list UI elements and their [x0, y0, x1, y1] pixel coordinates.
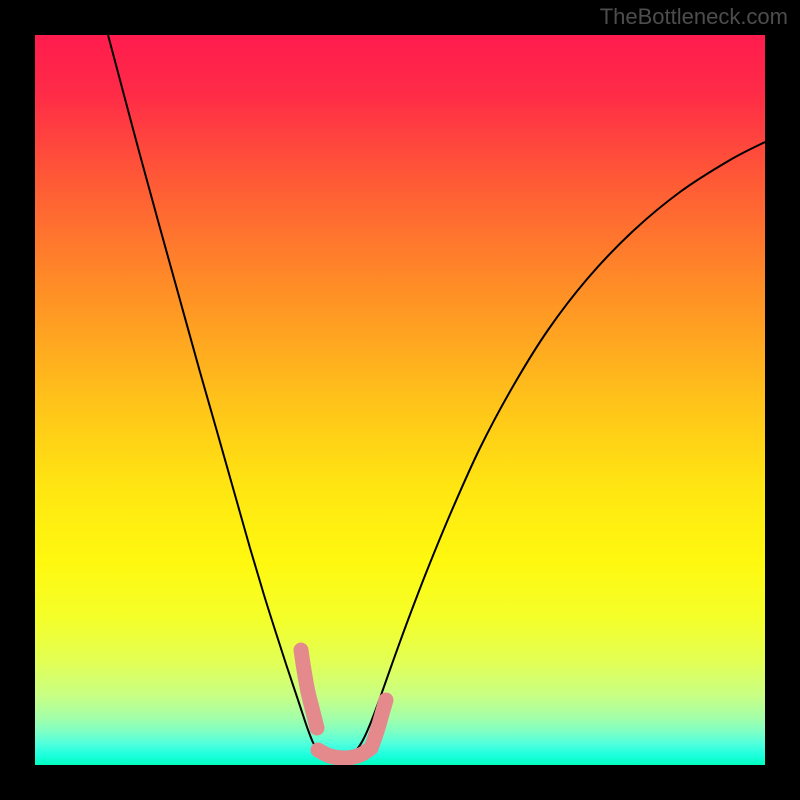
watermark-text: TheBottleneck.com — [600, 4, 788, 30]
bottleneck-chart — [0, 0, 800, 800]
gradient-background — [35, 35, 765, 765]
chart-container: TheBottleneck.com — [0, 0, 800, 800]
